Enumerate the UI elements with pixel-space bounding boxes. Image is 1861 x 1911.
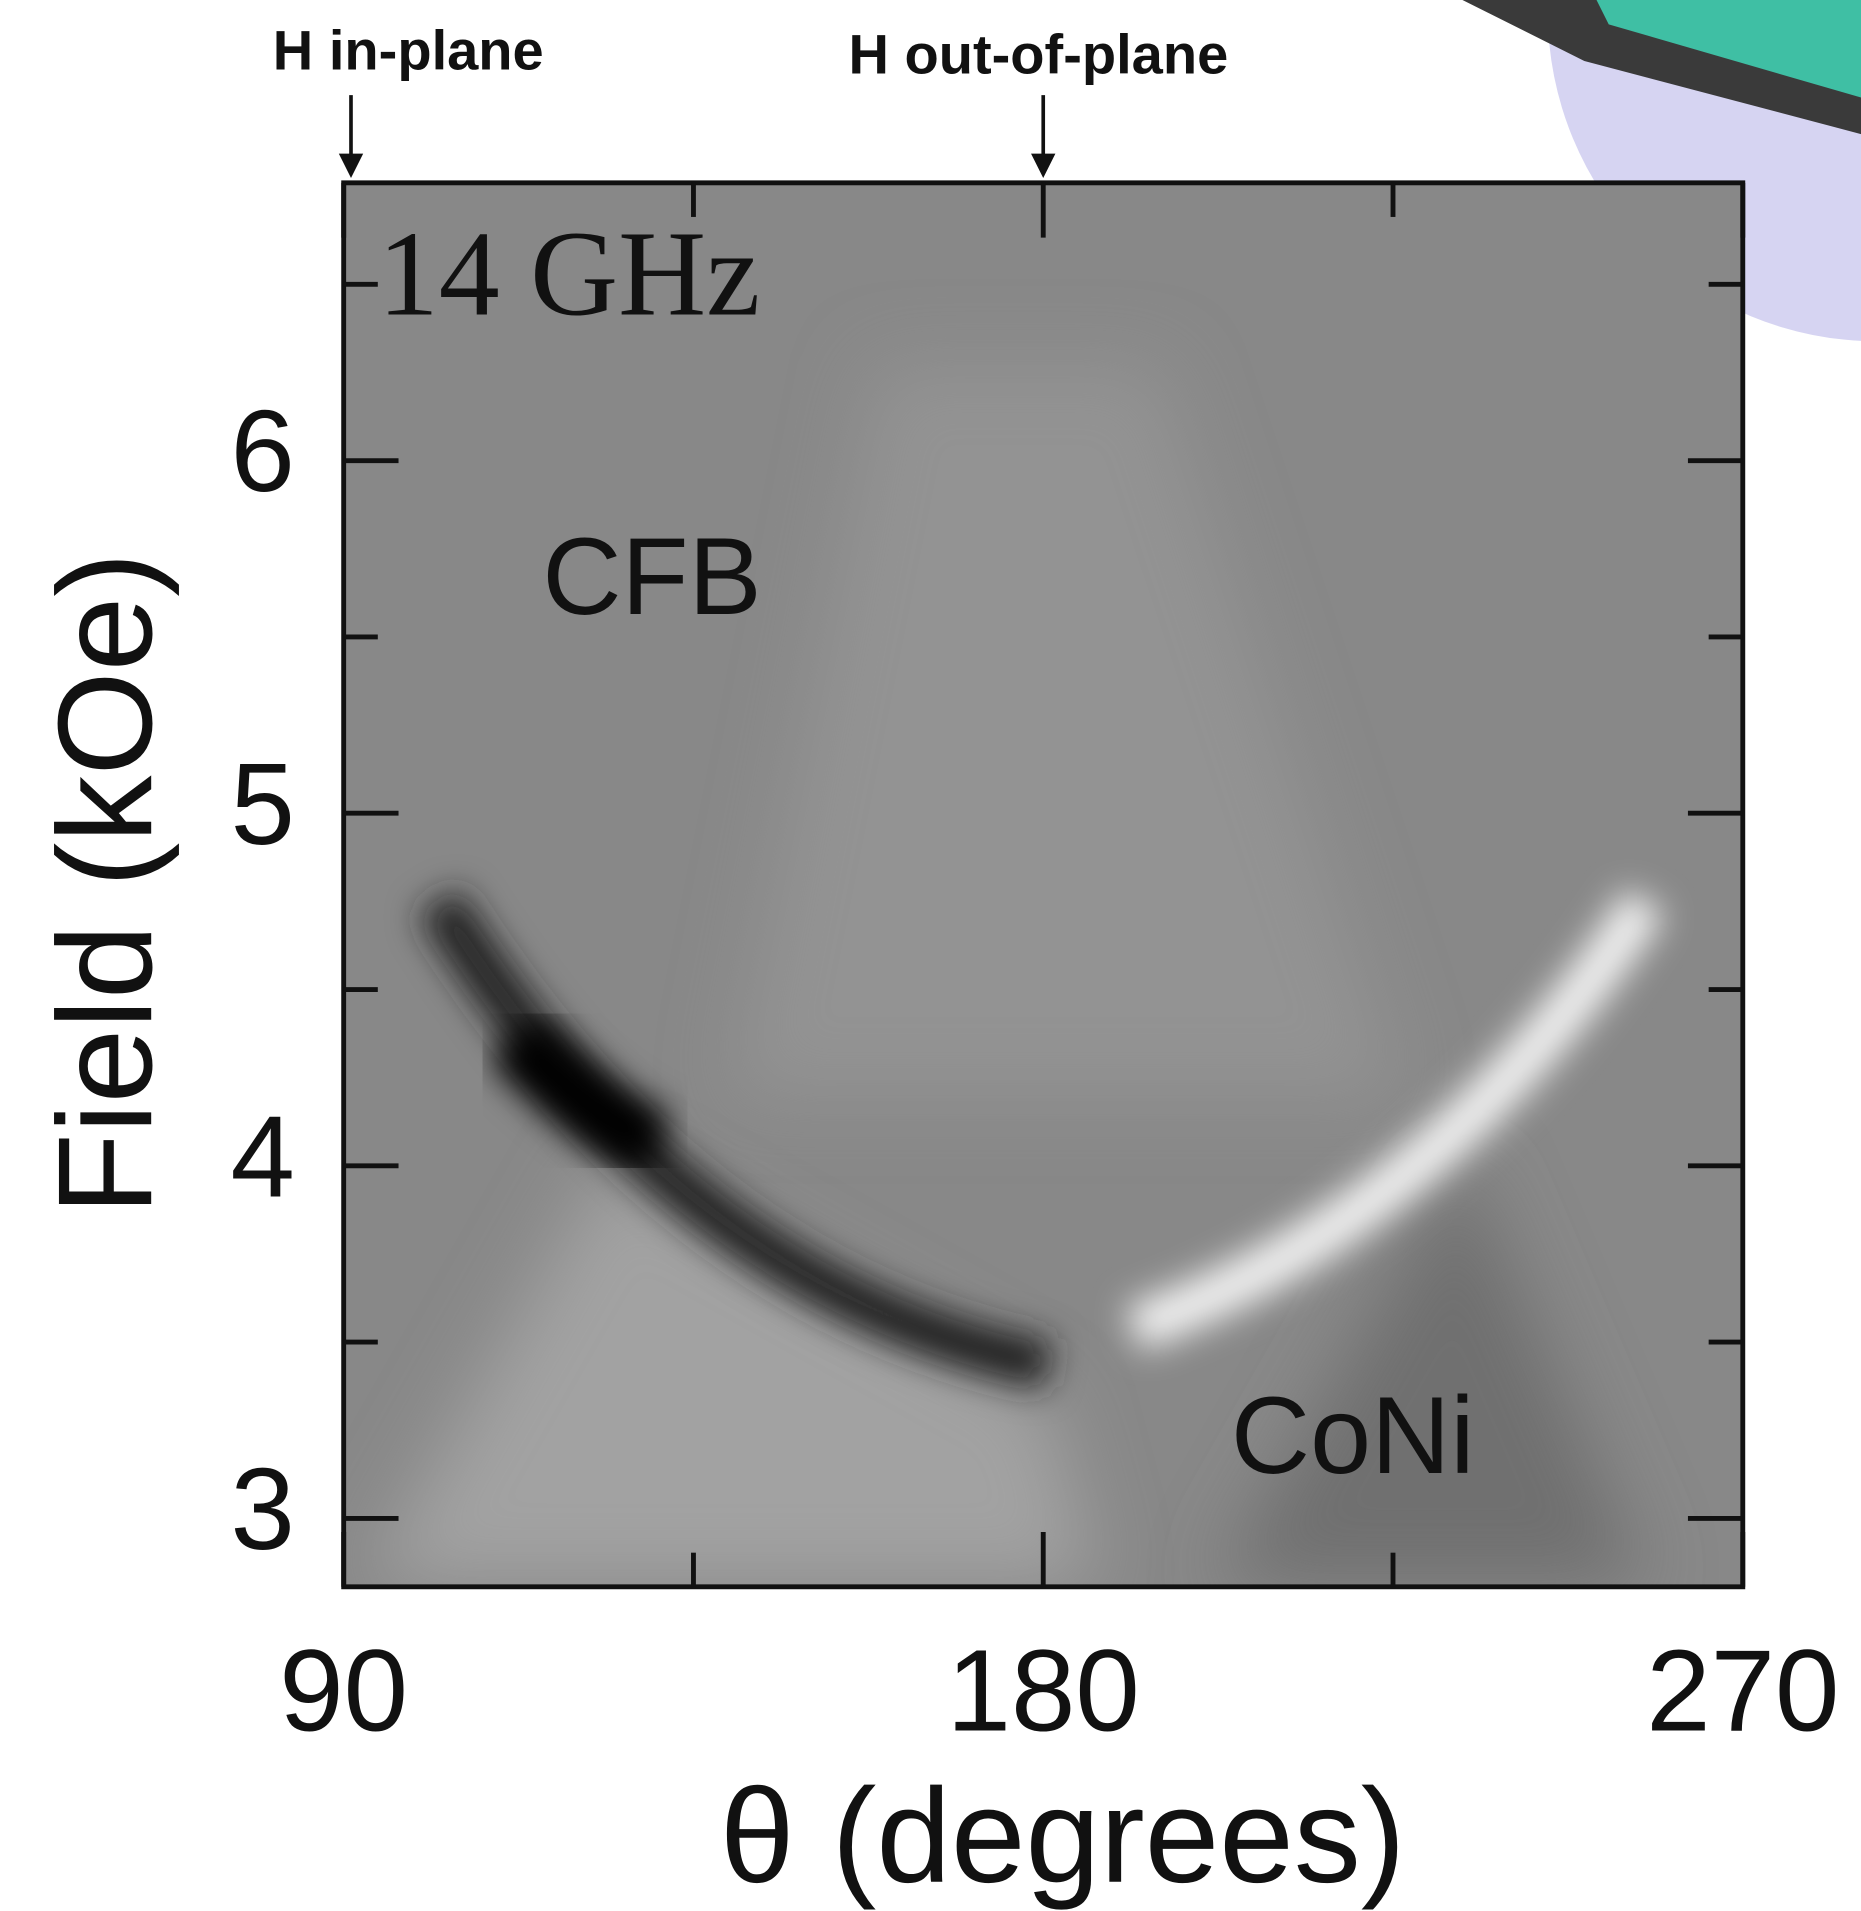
arrows — [338, 95, 1056, 178]
heatmap-image — [343, 182, 1743, 1587]
x-tick-label: 90 — [279, 1626, 408, 1756]
y-tick-label: 4 — [231, 1091, 295, 1221]
y-tick-label: 3 — [231, 1444, 295, 1574]
x-axis-title: θ (degrees) — [720, 1762, 1406, 1911]
y-tick-label: 5 — [231, 739, 295, 869]
y-axis-title: Field (kOe) — [31, 552, 180, 1215]
x-tick-label: 180 — [947, 1626, 1140, 1756]
chart-title: 14 GHz — [378, 206, 760, 341]
corner-decoration — [1462, 0, 1861, 341]
y-tick-label: 6 — [231, 386, 295, 516]
annotation: CoNi — [1231, 1375, 1475, 1497]
x-tick-label: 270 — [1646, 1626, 1839, 1756]
annotation: H out-of-plane — [848, 22, 1228, 85]
annotation: H in-plane — [273, 19, 544, 82]
annotation: CFB — [542, 516, 761, 638]
